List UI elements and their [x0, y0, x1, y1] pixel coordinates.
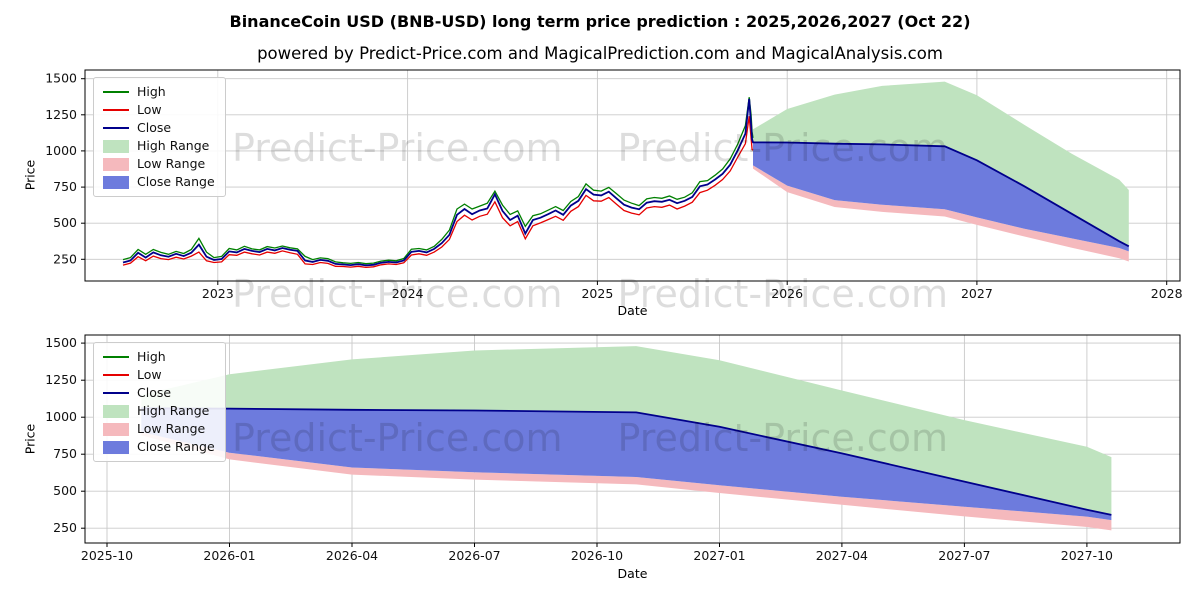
legend-item-close: Close	[103, 121, 215, 135]
x-tick-label: 2027-10	[1061, 548, 1113, 563]
x-axis-label-bottom: Date	[617, 566, 648, 581]
legend-label: Close Range	[137, 439, 215, 454]
y-tick-label: 1000	[45, 409, 77, 424]
y-tick-label: 1000	[45, 143, 77, 158]
y-tick-label: 500	[53, 215, 77, 230]
high-range-band	[141, 346, 1112, 515]
chart-subtitle: powered by Predict-Price.com and Magical…	[257, 44, 943, 63]
x-tick-label: 2027-07	[938, 548, 990, 563]
y-axis-label-top: Price	[22, 159, 38, 191]
legend-line-swatch	[103, 391, 129, 395]
tick-labels: 2023 2024 2025 2026 2027 2028 250 500 750 1000 125…	[45, 71, 1182, 301]
top-chart: 2023 2024 2025 2026 2027 2028 250 500 750 1000 125…	[45, 69, 1183, 301]
y-axis-label-bottom: Price	[22, 423, 38, 455]
x-tick-label: 2026	[771, 286, 803, 301]
legend-label: High Range	[137, 403, 210, 418]
legend-line-swatch	[103, 355, 129, 359]
legend-label: Close	[137, 385, 172, 400]
x-tick-label: 2028	[1151, 286, 1183, 301]
x-tick-label: 2027	[961, 286, 993, 301]
plot-border	[84, 69, 1181, 282]
y-tick-label: 1250	[45, 107, 77, 122]
x-tick-label: 2025-10	[81, 548, 133, 563]
legend-patch-swatch	[103, 175, 129, 189]
x-tick-label: 2026-07	[448, 548, 500, 563]
legend-label: High	[137, 84, 166, 99]
legend-line-swatch	[103, 126, 129, 130]
legend-line-swatch	[103, 90, 129, 94]
close-line	[122, 98, 1130, 267]
legend-item-low-range: Low Range	[103, 422, 215, 436]
y-tick-label: 1250	[45, 372, 77, 387]
y-tick-label: 250	[53, 251, 77, 266]
y-tick-label: 750	[53, 179, 77, 194]
legend-label: Low	[137, 367, 162, 382]
x-tick-label: 2023	[202, 286, 234, 301]
high-line	[122, 97, 754, 265]
legend-label: High	[137, 349, 166, 364]
legend-label: Low	[137, 102, 162, 117]
x-tick-label: 2026-04	[326, 548, 378, 563]
tick-labels: 2025-10 2026-01 2026-04 2026-07 2026-10 2027-…	[45, 335, 1113, 563]
y-tick-label: 250	[53, 520, 77, 535]
y-tick-label: 1500	[45, 335, 77, 350]
x-tick-label: 2025	[581, 286, 613, 301]
legend-item-low: Low	[103, 368, 215, 382]
high-range-band	[753, 81, 1129, 247]
legend-bottom: High Low Close High Range Low Range Close Ran…	[93, 342, 226, 462]
legend-patch-swatch	[103, 404, 129, 418]
legend-line-swatch	[103, 108, 129, 112]
legend-label: Close Range	[137, 174, 215, 189]
legend-patch-swatch	[103, 422, 129, 436]
x-tick-label: 2027-04	[816, 548, 868, 563]
plot-border	[84, 334, 1181, 544]
x-tick-label: 2026-01	[203, 548, 255, 563]
legend-label: Close	[137, 120, 172, 135]
legend-top: High Low Close High Range Low Range Close Ran…	[93, 77, 226, 197]
legend-item-high-range: High Range	[103, 139, 215, 153]
x-tick-label: 2026-10	[571, 548, 623, 563]
low-line	[122, 116, 754, 269]
close-range-band	[753, 142, 1129, 252]
legend-patch-swatch	[103, 139, 129, 153]
chart-title: BinanceCoin USD (BNB-USD) long term pric…	[229, 12, 971, 31]
y-tick-label: 750	[53, 446, 77, 461]
legend-label: High Range	[137, 138, 210, 153]
bottom-chart: 2025-10 2026-01 2026-04 2026-07 2026-10 2027-…	[45, 334, 1181, 563]
legend-label: Low Range	[137, 156, 206, 171]
y-tick-label: 500	[53, 483, 77, 498]
legend-item-high: High	[103, 85, 215, 99]
legend-line-swatch	[103, 373, 129, 377]
x-tick-label: 2027-01	[693, 548, 745, 563]
legend-item-close: Close	[103, 386, 215, 400]
legend-item-low: Low	[103, 103, 215, 117]
legend-label: Low Range	[137, 421, 206, 436]
legend-item-close-range: Close Range	[103, 175, 215, 189]
close-line	[141, 407, 1112, 516]
legend-item-high: High	[103, 350, 215, 364]
x-axis-label-top: Date	[617, 303, 648, 318]
legend-item-close-range: Close Range	[103, 440, 215, 454]
legend-patch-swatch	[103, 157, 129, 171]
legend-patch-swatch	[103, 440, 129, 454]
close-range-band	[141, 408, 1112, 521]
legend-item-low-range: Low Range	[103, 157, 215, 171]
low-range-band	[753, 165, 1129, 262]
y-tick-label: 1500	[45, 71, 77, 86]
low-range-band	[141, 432, 1112, 531]
x-tick-label: 2024	[392, 286, 424, 301]
legend-item-high-range: High Range	[103, 404, 215, 418]
